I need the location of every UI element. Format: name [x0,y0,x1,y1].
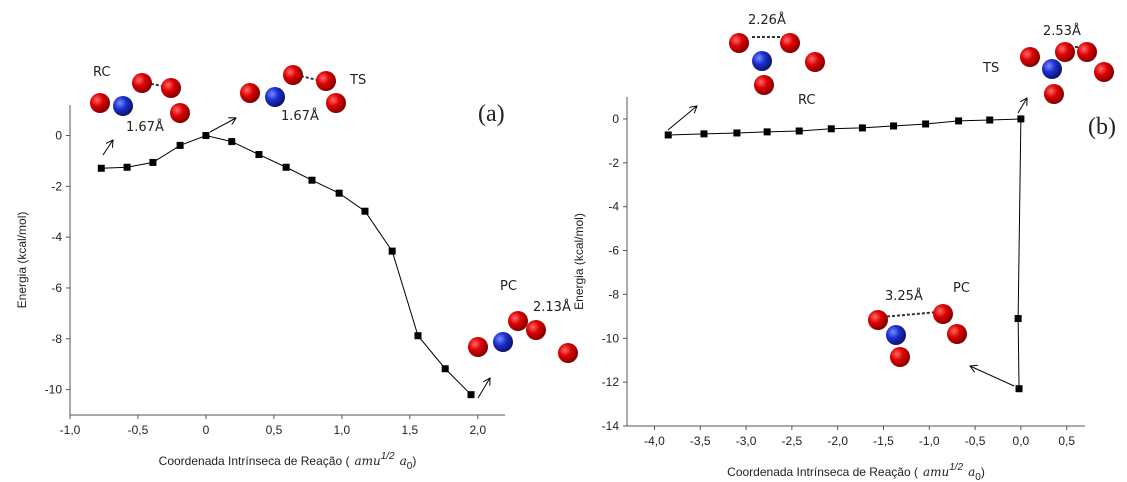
annotation: 1.67Å [126,119,164,135]
annotation: TS [982,61,999,76]
x-label-unit-exp: 1/2 [949,462,963,473]
data-point [335,189,343,197]
data-point [1017,115,1025,123]
data-point [858,124,866,132]
y-axis-label: Energia (kcal/mol) [572,213,586,310]
x-axis-label: Coordenada Intrínseca de Reação ( amu1/2 a… [159,451,417,472]
data-point [388,247,396,255]
x-label-unit-sub: 0 [407,461,413,472]
x-tick-label: -3,5 [690,434,711,448]
data-point [202,131,210,139]
annotations: RC 1.67Å TS 1.67Å PC 2.13Å (a) 2.26Å RC … [93,12,1116,315]
x-tick-label: 2,0 [469,423,486,437]
x-label-unit-sub: 0 [975,472,981,482]
annotation: RC [93,65,110,80]
x-tick-label: 0,5 [266,423,283,437]
y-tick-label: -10 [602,331,620,345]
data-point [361,207,369,215]
annotation: RC [798,93,815,108]
annotation: 3.25Å [885,288,923,304]
y-tick-label: -10 [45,383,63,397]
x-tick-label: -1,0 [919,434,940,448]
x-label-text: Coordenada Intrínseca de Reação ( [727,465,918,479]
y-axis-label: Energia (kcal/mol) [15,212,29,309]
x-axis-label: Coordenada Intrínseca de Reação ( amu1/2 a… [727,462,985,482]
x-tick-label: -3,0 [736,434,757,448]
x-tick-label: 0,0 [1013,434,1030,448]
x-label-close: ) [412,454,416,468]
x-label-unit: amu [923,465,949,479]
data-line [668,118,1022,389]
panel-label: (a) [478,101,505,127]
data-point [467,391,475,399]
y-tick-label: -6 [51,281,62,295]
x-label-text: Coordenada Intrínseca de Reação ( [159,454,350,468]
data-point [441,365,449,373]
data-point [149,158,157,166]
data-point [922,120,930,128]
data-point [282,163,290,171]
x-tick-label: -1,5 [873,434,894,448]
data-point [308,176,316,184]
x-label-close: ) [981,465,985,479]
annotation: 2.26Å [748,12,786,28]
x-tick-label: -1,0 [60,423,81,437]
data-point [795,127,803,135]
data-point [733,129,741,137]
y-tick-label: 0 [55,128,62,142]
x-tick-label: 1,5 [402,423,419,437]
annotation: 2.13Å [533,299,571,315]
x-label-unit-exp: 1/2 [381,451,395,462]
data-point [827,125,835,133]
x-tick-label: -2,0 [827,434,848,448]
y-tick-label: 0 [612,112,619,126]
data-point [123,163,131,171]
y-tick-label: -2 [51,179,62,193]
data-line [101,134,472,396]
y-tick-label: -12 [602,375,620,389]
y-tick-label: -6 [608,244,619,258]
x-label-unit: a [400,454,407,468]
annotation: 2.53Å [1043,23,1081,39]
data-point [664,131,672,139]
y-tick-label: -4 [51,230,62,244]
data-point [414,332,422,340]
data-point [97,164,105,172]
data-point [1014,315,1022,323]
x-tick-label: -0,5 [965,434,986,448]
data-point [255,151,263,159]
x-tick-label: 1,0 [334,423,351,437]
data-point [1015,385,1023,393]
x-label-unit: amu [354,454,380,468]
panel-label: (b) [1088,114,1116,140]
data-point [763,128,771,136]
annotation: PC [953,281,970,296]
annotation: PC [500,279,517,294]
x-tick-label: 0,5 [1058,434,1075,448]
y-tick-label: -8 [51,332,62,346]
annotation: TS [349,73,366,88]
y-tick-label: -14 [602,419,620,433]
x-tick-label: 0 [203,423,210,437]
molecules [90,33,1114,399]
x-tick-label: -2,5 [782,434,803,448]
annotation: 1.67Å [281,108,319,124]
x-label-unit: a [968,465,975,479]
data-point [228,138,236,146]
data-point [176,141,184,149]
data-point [700,130,708,138]
data-point [890,122,898,130]
y-tick-label: -4 [608,200,619,214]
x-tick-label: -4,0 [644,434,665,448]
data-point [986,116,994,124]
x-tick-label: -0,5 [128,423,149,437]
y-tick-label: -8 [608,287,619,301]
data-point [955,117,963,125]
y-tick-label: -2 [608,156,619,170]
